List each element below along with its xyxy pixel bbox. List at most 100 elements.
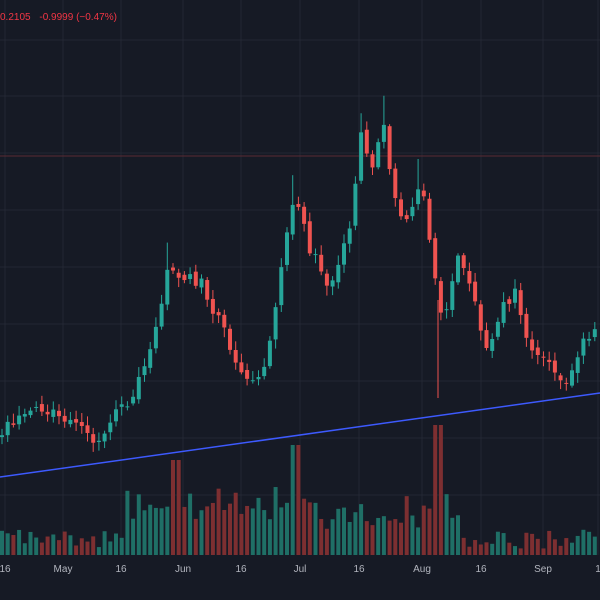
candle-body bbox=[114, 409, 118, 422]
candle-body bbox=[165, 269, 170, 305]
candle-body bbox=[427, 198, 432, 240]
volume-bar bbox=[68, 535, 73, 555]
change-readout: -0.9999 (−0.47%) bbox=[39, 12, 117, 23]
volume-bar bbox=[22, 543, 27, 555]
volume-bar bbox=[267, 519, 272, 555]
volume-bar bbox=[5, 533, 10, 555]
candle-body bbox=[39, 404, 44, 412]
x-tick-label: Sep bbox=[534, 564, 552, 575]
candle-body bbox=[102, 433, 107, 442]
volume-bar bbox=[330, 519, 335, 555]
volume-bar bbox=[478, 544, 483, 555]
volume-bar bbox=[319, 518, 324, 555]
x-tick-label: 16 bbox=[235, 564, 247, 575]
volume-bar bbox=[131, 518, 136, 555]
candle-body bbox=[376, 142, 381, 168]
candle-body bbox=[307, 221, 312, 254]
candle-body bbox=[57, 410, 61, 417]
candle-body bbox=[467, 271, 472, 284]
volume-bar bbox=[336, 508, 341, 555]
volume-bar bbox=[199, 510, 204, 555]
candle-body bbox=[199, 278, 204, 288]
volume-bar bbox=[547, 530, 552, 555]
candle-body bbox=[216, 312, 221, 316]
volume-bar bbox=[518, 548, 523, 555]
volume-bar bbox=[587, 531, 592, 555]
volume-bar bbox=[313, 502, 318, 555]
candle-body bbox=[256, 377, 261, 380]
volume-bar bbox=[273, 487, 278, 555]
volume-bar bbox=[182, 506, 187, 555]
candle-body bbox=[108, 422, 113, 433]
candle-body bbox=[513, 288, 517, 303]
candle-body bbox=[324, 273, 329, 286]
x-tick-label: Jun bbox=[175, 564, 191, 575]
candle-body bbox=[404, 215, 409, 220]
volume-bar bbox=[62, 531, 67, 555]
x-tick-label: Jul bbox=[294, 564, 307, 575]
volume-bar bbox=[558, 545, 563, 555]
volume-bars bbox=[0, 425, 597, 555]
volume-bar bbox=[0, 530, 4, 555]
volume-bar bbox=[456, 515, 460, 555]
volume-bar bbox=[473, 540, 478, 555]
x-tick-label: 16 bbox=[475, 564, 487, 575]
candle-body bbox=[581, 338, 586, 356]
x-tick-label: Aug bbox=[413, 564, 431, 575]
candle-body bbox=[34, 406, 39, 408]
volume-bar bbox=[570, 542, 574, 555]
candle-body bbox=[478, 304, 483, 331]
candle-body bbox=[530, 339, 535, 351]
volume-bar bbox=[279, 507, 284, 555]
volume-bar bbox=[245, 505, 250, 555]
ohlc-readout: 0.2105 -0.9999 (−0.47%) bbox=[0, 12, 123, 23]
volume-bar bbox=[159, 508, 164, 555]
candle-body bbox=[330, 280, 335, 287]
volume-bar bbox=[433, 425, 438, 555]
candle-body bbox=[490, 338, 495, 351]
open-readout: 0.2105 bbox=[0, 12, 31, 23]
candle-body bbox=[552, 360, 557, 373]
volume-bar bbox=[461, 537, 466, 555]
volume-bar bbox=[592, 536, 597, 555]
x-tick-label: 16 bbox=[353, 564, 365, 575]
candle-body bbox=[587, 338, 592, 341]
volume-bar bbox=[552, 539, 557, 555]
candle-body bbox=[176, 272, 181, 278]
volume-bar bbox=[467, 546, 472, 555]
volume-bar bbox=[256, 497, 261, 555]
volume-bar bbox=[421, 505, 426, 555]
volume-bar bbox=[171, 460, 175, 555]
volume-bar bbox=[302, 498, 307, 555]
volume-bar bbox=[381, 516, 386, 555]
trendline[interactable] bbox=[0, 392, 600, 478]
candle-body bbox=[0, 435, 4, 438]
candle-body bbox=[239, 362, 244, 373]
volume-bar bbox=[364, 521, 369, 555]
volume-bar bbox=[119, 537, 124, 555]
candle-body bbox=[570, 370, 574, 386]
candle-body bbox=[142, 366, 147, 376]
volume-bar bbox=[205, 506, 210, 555]
volume-bar bbox=[142, 510, 147, 555]
volume-bar bbox=[370, 525, 375, 555]
volume-bar bbox=[28, 531, 33, 555]
candle-body bbox=[547, 359, 552, 362]
candle-body bbox=[222, 314, 227, 328]
volume-bar bbox=[188, 493, 193, 555]
volume-bar bbox=[541, 548, 546, 555]
candles bbox=[0, 95, 597, 452]
candle-body bbox=[524, 313, 529, 338]
candle-body bbox=[575, 357, 580, 373]
volume-bar bbox=[290, 445, 295, 555]
volume-bar bbox=[376, 517, 381, 555]
volume-bar bbox=[450, 517, 455, 555]
volume-bar bbox=[228, 503, 232, 555]
volume-bar bbox=[108, 541, 113, 555]
volume-bar bbox=[404, 496, 409, 555]
volume-bar bbox=[250, 508, 255, 555]
volume-bar bbox=[416, 527, 421, 555]
candle-body bbox=[416, 189, 421, 205]
